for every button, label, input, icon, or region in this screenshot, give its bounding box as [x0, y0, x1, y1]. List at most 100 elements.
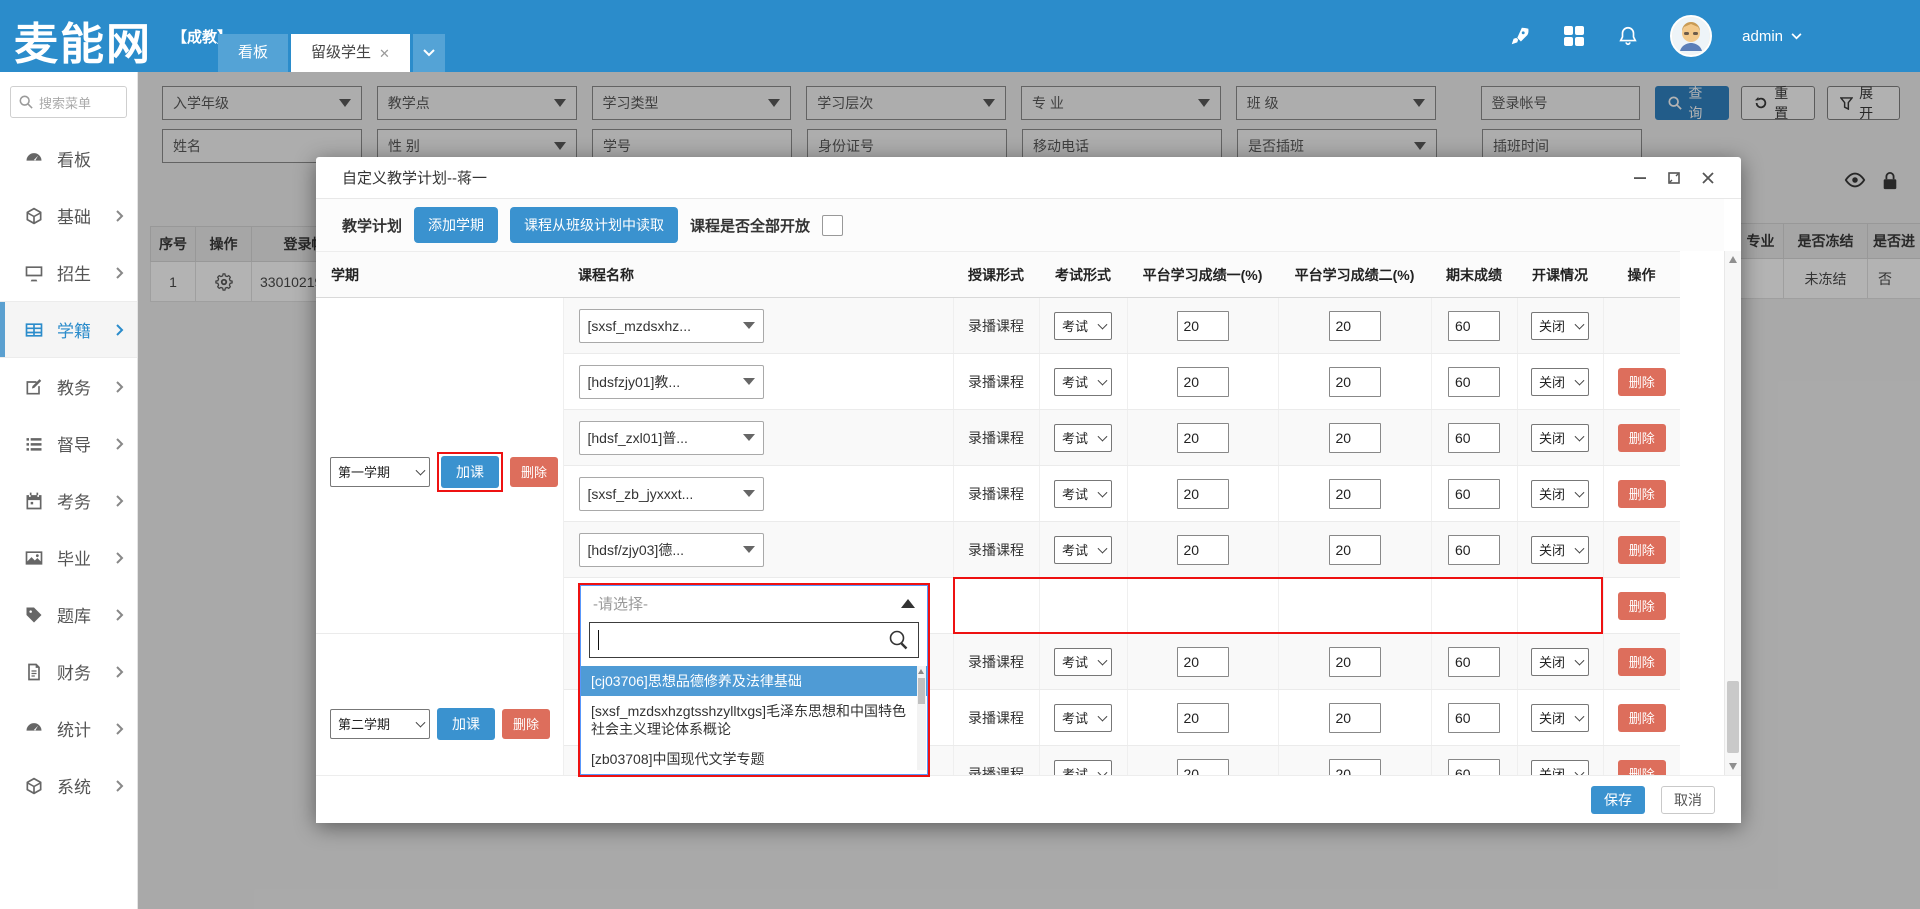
close-icon[interactable] — [1701, 171, 1715, 185]
course-select[interactable]: [hdsfzjy01]教... — [578, 364, 764, 399]
score1-input[interactable] — [1176, 310, 1229, 341]
sidebar-item-graduation[interactable]: 毕业 — [0, 529, 137, 586]
filter-study-type[interactable]: 学习类型 — [591, 86, 792, 120]
exam-form-select[interactable]: 考试 — [1054, 535, 1112, 564]
course-dropdown-toggle[interactable]: -请选择- — [581, 586, 927, 620]
menu-search-input[interactable]: 搜索菜单 — [10, 86, 127, 118]
sidebar-item-admission[interactable]: 招生 — [0, 244, 137, 301]
score1-input[interactable] — [1176, 366, 1229, 397]
maximize-icon[interactable] — [1667, 171, 1681, 185]
final-score-input[interactable] — [1448, 310, 1500, 341]
tab-repeat-students[interactable]: 留级学生 ✕ — [291, 34, 410, 72]
sidebar-item-system[interactable]: 系统 — [0, 757, 137, 814]
course-option[interactable]: [cj03706]思想品德修养及法律基础 — [581, 666, 927, 696]
final-score-input[interactable] — [1448, 758, 1500, 775]
exam-form-select[interactable]: 考试 — [1054, 311, 1112, 340]
exam-form-select[interactable]: 考试 — [1054, 479, 1112, 508]
scroll-down-arrow[interactable] — [1729, 763, 1737, 770]
filter-study-level[interactable]: 学习层次 — [806, 86, 1006, 120]
lock-icon[interactable] — [1882, 172, 1898, 190]
score2-input[interactable] — [1328, 310, 1381, 341]
final-score-input[interactable] — [1448, 478, 1500, 509]
minimize-icon[interactable] — [1633, 171, 1647, 185]
final-score-input[interactable] — [1448, 422, 1500, 453]
score1-input[interactable] — [1176, 646, 1229, 677]
score2-input[interactable] — [1328, 646, 1381, 677]
delete-course-button[interactable]: 删除 — [1617, 535, 1666, 564]
expand-button[interactable]: 展开 — [1827, 85, 1901, 121]
tab-list-dropdown-button[interactable] — [412, 34, 445, 72]
reset-button[interactable]: 重置 — [1741, 85, 1816, 121]
course-select[interactable]: [sxsf_zb_jyxxxt... — [578, 476, 764, 511]
course-option[interactable]: [zb03708]中国现代文学专题 — [591, 751, 765, 767]
sidebar-item-dashboard[interactable]: 看板 — [0, 130, 137, 187]
score2-input[interactable] — [1328, 758, 1381, 775]
score1-input[interactable] — [1176, 758, 1229, 775]
rocket-icon[interactable] — [1508, 24, 1532, 48]
eye-icon[interactable] — [1844, 172, 1866, 188]
course-select[interactable]: [sxsf_mzdsxhz... — [578, 308, 764, 343]
final-score-input[interactable] — [1448, 646, 1500, 677]
sidebar-item-question-bank[interactable]: 题库 — [0, 586, 137, 643]
exam-form-select[interactable]: 考试 — [1054, 367, 1112, 396]
apps-grid-icon[interactable] — [1562, 24, 1586, 48]
semester-select[interactable]: 第一学期 — [330, 456, 430, 487]
course-option[interactable]: [sxsf_mzdsxhzgtsshzylltxgs]毛泽东思想和中国特色社会主… — [591, 703, 907, 737]
semester-select[interactable]: 第二学期 — [330, 708, 430, 739]
modal-scrollbar[interactable] — [1724, 251, 1741, 775]
filter-enrollment-year[interactable]: 入学年级 — [162, 86, 362, 120]
exam-form-select[interactable]: 考试 — [1054, 759, 1112, 775]
sidebar-item-exams[interactable]: 考务 — [0, 472, 137, 529]
status-select[interactable]: 关闭 — [1531, 423, 1589, 452]
exam-form-select[interactable]: 考试 — [1054, 703, 1112, 732]
course-select[interactable]: [hdsf/zjy03]德... — [578, 532, 764, 567]
scroll-up-arrow[interactable] — [1729, 256, 1737, 263]
add-semester-button[interactable]: 添加学期 — [414, 207, 499, 243]
tab-close-icon[interactable]: ✕ — [379, 45, 390, 61]
delete-course-button[interactable]: 删除 — [1617, 367, 1666, 396]
status-select[interactable]: 关闭 — [1531, 647, 1589, 676]
delete-course-button[interactable]: 删除 — [1617, 647, 1666, 676]
score2-input[interactable] — [1328, 478, 1381, 509]
avatar[interactable] — [1670, 15, 1713, 57]
sidebar-item-academic[interactable]: 教务 — [0, 358, 137, 415]
exam-form-select[interactable]: 考试 — [1054, 647, 1112, 676]
filter-teaching-site[interactable]: 教学点 — [376, 86, 577, 120]
score1-input[interactable] — [1176, 478, 1229, 509]
sidebar-item-finance[interactable]: 财务 — [0, 643, 137, 700]
delete-course-button[interactable]: 删除 — [1617, 423, 1666, 452]
notification-bell-icon[interactable] — [1616, 24, 1640, 48]
delete-course-button[interactable]: 删除 — [1617, 759, 1666, 775]
final-score-input[interactable] — [1448, 534, 1500, 565]
delete-course-button[interactable]: 删除 — [1617, 479, 1666, 508]
add-course-button[interactable]: 加课 — [437, 707, 495, 740]
filter-class[interactable]: 班 级 — [1235, 86, 1436, 120]
score2-input[interactable] — [1328, 422, 1381, 453]
delete-course-button[interactable]: 删除 — [1617, 703, 1666, 732]
score1-input[interactable] — [1176, 422, 1229, 453]
save-button[interactable]: 保存 — [1591, 785, 1645, 814]
status-select[interactable]: 关闭 — [1531, 311, 1589, 340]
exam-form-select[interactable]: 考试 — [1054, 423, 1112, 452]
final-score-input[interactable] — [1448, 702, 1500, 733]
delete-semester-button[interactable]: 删除 — [502, 708, 550, 739]
dropdown-scrollbar[interactable] — [917, 666, 926, 770]
status-select[interactable]: 关闭 — [1531, 479, 1589, 508]
status-select[interactable]: 关闭 — [1531, 367, 1589, 396]
course-search-input[interactable] — [589, 622, 919, 658]
gear-icon[interactable] — [214, 272, 233, 291]
score1-input[interactable] — [1176, 534, 1229, 565]
status-select[interactable]: 关闭 — [1531, 759, 1589, 775]
read-from-class-plan-button[interactable]: 课程从班级计划中读取 — [510, 207, 679, 243]
filter-major[interactable]: 专 业 — [1021, 86, 1221, 120]
sidebar-item-statistics[interactable]: 统计 — [0, 700, 137, 757]
score2-input[interactable] — [1328, 534, 1381, 565]
user-menu[interactable]: admin — [1742, 28, 1802, 45]
add-course-button[interactable]: 加课 — [441, 455, 499, 488]
delete-semester-button[interactable]: 删除 — [510, 456, 558, 487]
open-all-courses-checkbox[interactable] — [822, 214, 844, 236]
course-select[interactable]: [hdsf_zxl01]普... — [578, 420, 764, 455]
final-score-input[interactable] — [1448, 366, 1500, 397]
status-select[interactable]: 关闭 — [1531, 535, 1589, 564]
delete-course-button[interactable]: 删除 — [1617, 591, 1666, 620]
